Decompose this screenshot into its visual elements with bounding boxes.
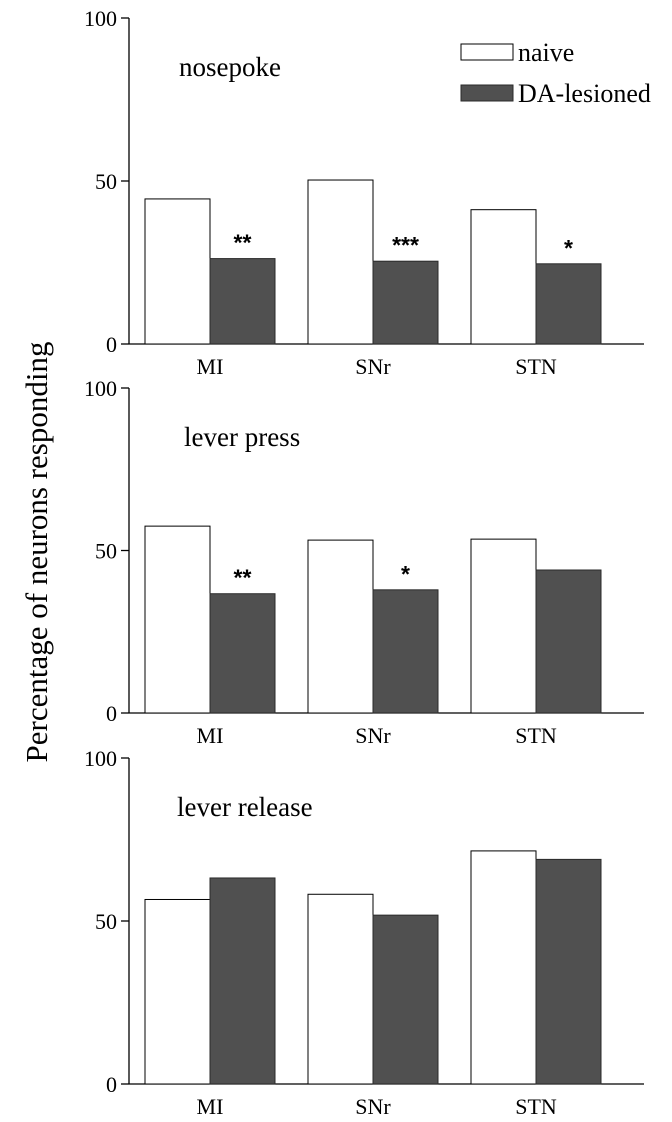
bar-da-lesioned	[535, 263, 602, 345]
legend-swatch-da-lesioned	[460, 84, 514, 102]
bar-da-lesioned	[209, 593, 276, 714]
legend-swatch-naive	[460, 43, 514, 61]
y-tick-label: 0	[106, 332, 117, 357]
significance-marker: **	[234, 230, 252, 256]
panel-title: lever release	[177, 792, 313, 822]
x-tick-label: MI	[197, 723, 224, 748]
bar-naive	[470, 538, 537, 714]
bar-naive	[144, 198, 211, 345]
x-tick-label: MI	[197, 354, 224, 379]
bar-naive	[307, 179, 374, 345]
significance-marker: *	[401, 561, 410, 587]
y-tick-label: 50	[95, 169, 117, 194]
panel-title: nosepoke	[179, 52, 281, 82]
bar-naive	[307, 893, 374, 1085]
legend-label: DA-lesioned	[518, 79, 651, 108]
y-tick-label: 100	[84, 376, 117, 401]
bar-da-lesioned	[372, 260, 439, 345]
bar-da-lesioned	[372, 914, 439, 1085]
panel-title: lever press	[184, 422, 300, 452]
y-tick-label: 0	[106, 1072, 117, 1097]
bar-da-lesioned	[535, 858, 602, 1085]
chart-panel-2: 0 50 100 lever press ** MI * SNr STN	[84, 376, 644, 748]
x-tick-label: SNr	[355, 354, 391, 379]
bar-naive	[470, 209, 537, 345]
y-axis-label: Percentage of neurons responding	[19, 342, 54, 763]
significance-marker: *	[564, 235, 573, 261]
y-tick-label: 100	[84, 6, 117, 31]
legend: naive DA-lesioned	[460, 38, 651, 108]
x-tick-label: STN	[515, 354, 557, 379]
bar-da-lesioned	[209, 258, 276, 345]
x-tick-label: STN	[515, 1094, 557, 1119]
bar-naive	[144, 525, 211, 714]
chart-panel-1: 0 50 100 nosepoke ** MI *** SNr * STN	[84, 6, 644, 379]
bar-naive	[470, 850, 537, 1085]
bar-da-lesioned	[372, 589, 439, 714]
chart-panel-3: 0 50 100 lever release MI SNr STN	[84, 746, 644, 1119]
x-tick-label: STN	[515, 723, 557, 748]
x-tick-label: SNr	[355, 1094, 391, 1119]
bar-naive	[144, 898, 211, 1085]
bar-naive	[307, 539, 374, 714]
y-tick-label: 100	[84, 746, 117, 771]
chart-panels: 050100nosepoke**MI***SNr*STN050100lever …	[84, 6, 644, 1119]
x-tick-label: MI	[197, 1094, 224, 1119]
y-tick-label: 50	[95, 909, 117, 934]
bar-da-lesioned	[535, 569, 602, 714]
y-tick-label: 50	[95, 539, 117, 564]
significance-marker: **	[234, 565, 252, 591]
significance-marker: ***	[392, 232, 419, 258]
y-tick-label: 0	[106, 701, 117, 726]
legend-label: naive	[518, 38, 574, 67]
x-tick-label: SNr	[355, 723, 391, 748]
bar-da-lesioned	[209, 877, 276, 1085]
